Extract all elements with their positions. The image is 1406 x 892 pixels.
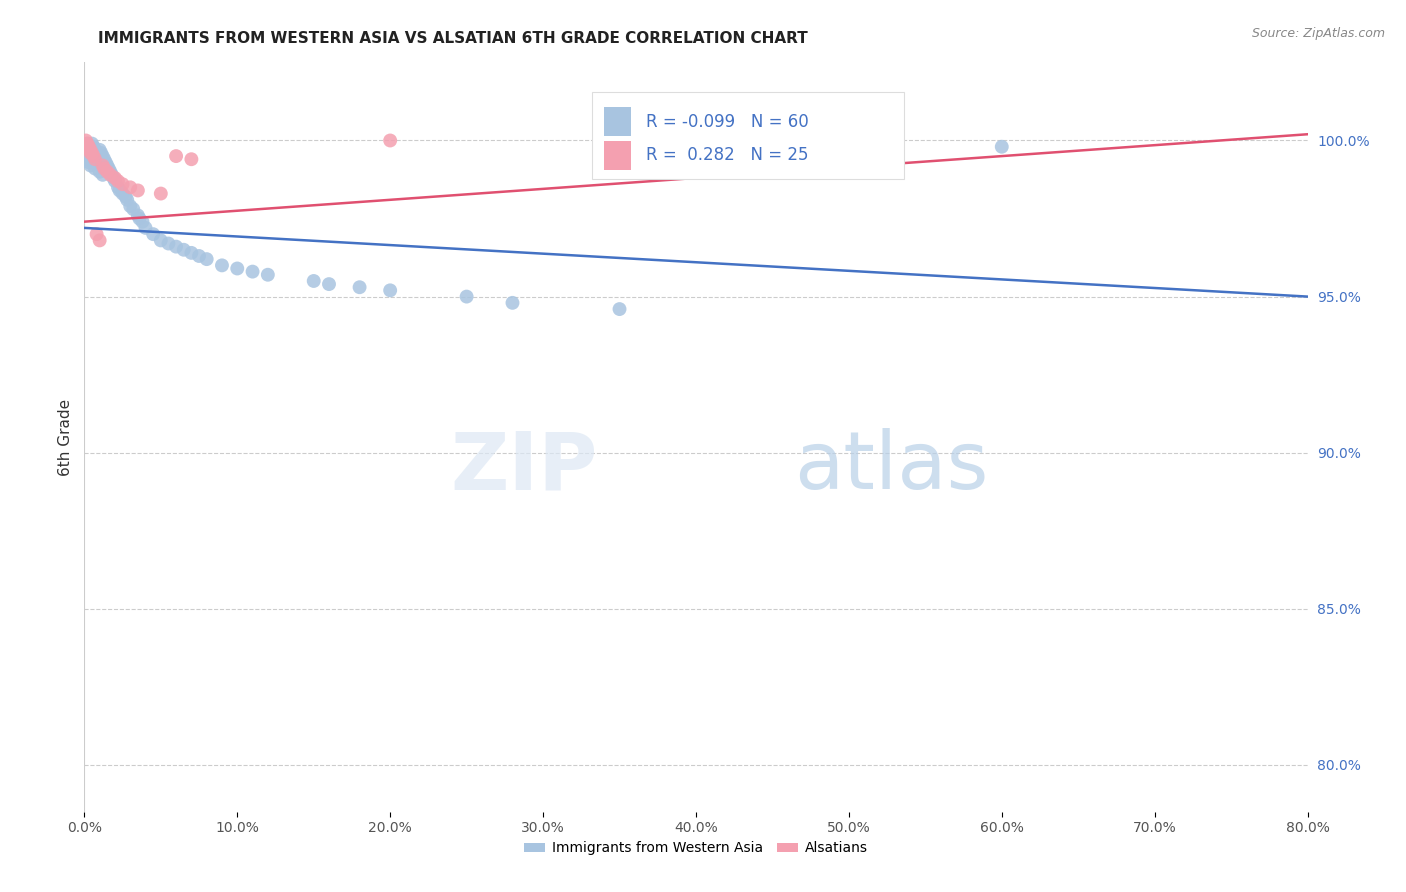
Point — [89, 143, 111, 157]
Point — [257, 268, 280, 282]
Point — [93, 161, 115, 176]
Point — [122, 202, 145, 217]
Point — [98, 168, 121, 182]
Point — [135, 220, 157, 235]
Point — [131, 214, 153, 228]
Point — [157, 236, 180, 251]
Point — [86, 227, 108, 242]
Point — [75, 133, 97, 147]
Point — [77, 155, 100, 169]
Point — [165, 149, 187, 163]
Point — [195, 252, 218, 266]
Point — [90, 145, 112, 160]
Point — [188, 249, 211, 263]
Point — [80, 145, 103, 160]
Point — [89, 164, 111, 178]
Point — [302, 274, 325, 288]
Point — [180, 152, 202, 166]
Point — [98, 164, 121, 178]
Point — [502, 295, 524, 310]
Point — [120, 180, 142, 194]
Point — [456, 290, 478, 304]
Point — [94, 155, 117, 169]
Point — [80, 145, 103, 160]
Point — [87, 149, 110, 163]
Point — [91, 149, 114, 163]
Text: ZIP: ZIP — [451, 428, 598, 506]
Point — [77, 139, 100, 153]
Point — [104, 174, 127, 188]
Point — [211, 258, 233, 272]
Point — [86, 145, 108, 160]
Point — [107, 174, 129, 188]
Point — [79, 143, 101, 157]
Point — [128, 211, 150, 226]
Point — [93, 152, 115, 166]
Text: R =  0.282   N = 25: R = 0.282 N = 25 — [645, 146, 808, 164]
Point — [380, 284, 402, 298]
Y-axis label: 6th Grade: 6th Grade — [58, 399, 73, 475]
Point — [165, 239, 187, 253]
Point — [76, 152, 98, 166]
Point — [104, 170, 127, 185]
Text: R = -0.099   N = 60: R = -0.099 N = 60 — [645, 112, 808, 130]
Text: Source: ZipAtlas.com: Source: ZipAtlas.com — [1251, 27, 1385, 40]
Point — [226, 261, 249, 276]
Point — [103, 170, 125, 185]
Point — [149, 186, 172, 201]
Point — [101, 168, 124, 182]
Point — [108, 184, 131, 198]
Point — [75, 143, 97, 157]
Point — [89, 233, 111, 247]
Point — [91, 158, 114, 172]
Point — [127, 208, 149, 222]
Point — [991, 139, 1014, 153]
Point — [79, 143, 101, 157]
Point — [127, 184, 149, 198]
Point — [83, 155, 105, 169]
Point — [349, 280, 371, 294]
Point — [149, 233, 172, 247]
Point — [84, 152, 107, 166]
Point — [83, 149, 105, 163]
Point — [380, 133, 402, 147]
Point — [79, 158, 101, 172]
Point — [84, 161, 107, 176]
Point — [76, 136, 98, 151]
Point — [120, 199, 142, 213]
FancyBboxPatch shape — [605, 141, 631, 169]
Point — [142, 227, 165, 242]
FancyBboxPatch shape — [592, 93, 904, 178]
Point — [75, 139, 97, 153]
Point — [76, 139, 98, 153]
Point — [107, 180, 129, 194]
Point — [91, 168, 114, 182]
Point — [83, 139, 105, 153]
Point — [96, 164, 118, 178]
Point — [96, 158, 118, 172]
Point — [180, 246, 202, 260]
Text: IMMIGRANTS FROM WESTERN ASIA VS ALSATIAN 6TH GRADE CORRELATION CHART: IMMIGRANTS FROM WESTERN ASIA VS ALSATIAN… — [98, 31, 808, 46]
Point — [80, 136, 103, 151]
Point — [609, 301, 631, 317]
Point — [318, 277, 340, 291]
Point — [77, 139, 100, 153]
Point — [111, 186, 134, 201]
Point — [79, 145, 101, 160]
FancyBboxPatch shape — [605, 107, 631, 136]
Point — [97, 161, 120, 176]
Point — [111, 177, 134, 191]
Point — [76, 136, 98, 151]
Legend: Immigrants from Western Asia, Alsatians: Immigrants from Western Asia, Alsatians — [519, 836, 873, 861]
Point — [173, 243, 195, 257]
Point — [115, 193, 138, 207]
Point — [114, 189, 136, 203]
Point — [242, 264, 264, 278]
Point — [84, 143, 107, 157]
Text: atlas: atlas — [794, 428, 988, 506]
Point — [77, 143, 100, 157]
